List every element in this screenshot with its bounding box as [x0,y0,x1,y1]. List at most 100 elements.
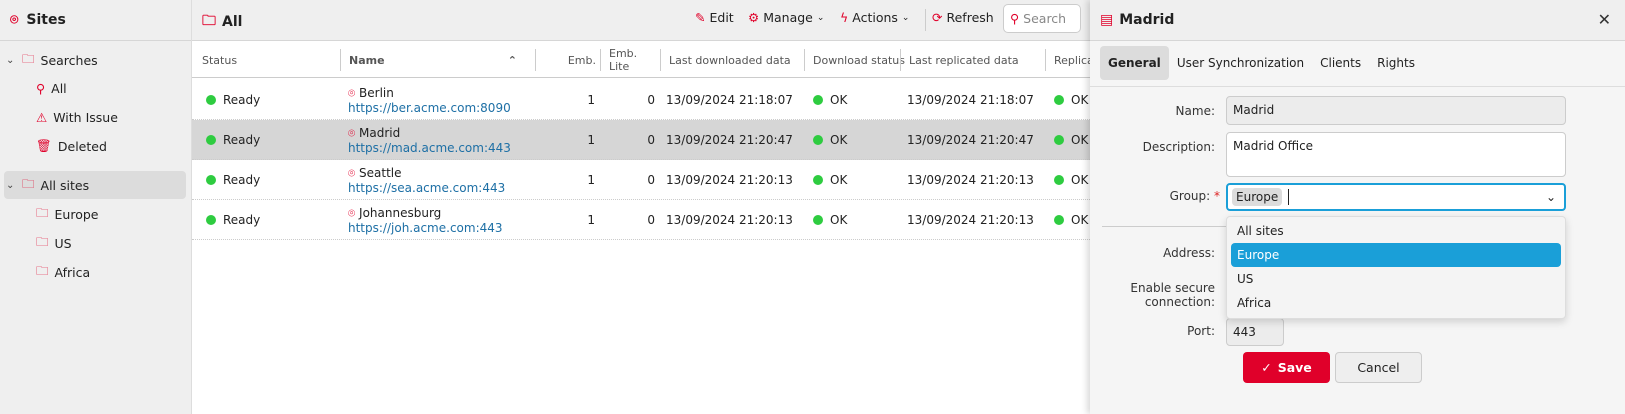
chevron-down-icon[interactable]: ⌄ [6,54,15,66]
download-status-text: OK [830,213,848,227]
site-url-link[interactable]: https://sea.acme.com:443 [348,180,506,195]
dropdown-option-us[interactable]: US [1237,272,1254,286]
status-text: Ready [223,173,261,187]
table-row[interactable]: Ready ⌾ Johannesburg https://joh.acme.co… [192,200,1090,240]
server-icon: ▤ [1100,12,1114,28]
folder-icon: 🗀 [202,13,216,29]
emb-cell: 1 [587,133,595,147]
last-downloaded-cell: 13/09/2024 21:20:13 [666,173,793,187]
tab-user-synchronization[interactable]: User Synchronization [1176,56,1305,70]
tab-rights[interactable]: Rights [1377,56,1415,70]
actions-label: Actions [852,10,898,25]
address-label: Address: [1163,246,1215,260]
tree-label: All [51,80,67,96]
status-cell: Ready [206,80,260,120]
dropdown-option-africa[interactable]: Africa [1237,296,1272,310]
column-header-emb-lite[interactable]: Emb. Lite [600,47,660,73]
tab-general[interactable]: General [1100,46,1169,80]
panel-header: ▤ Madrid [1090,0,1625,41]
download-status-text: OK [830,133,848,147]
replication-status-cell: OK [1054,160,1088,200]
manage-label: Manage [763,10,813,25]
site-name: Johannesburg [359,205,442,220]
search-input[interactable]: ⚲ Search [1003,4,1081,33]
sort-ascending-icon: ⌃ [507,53,517,67]
required-marker: * [1214,189,1220,203]
table-row[interactable]: Ready ⌾ Berlin https://ber.acme.com:8090… [192,80,1090,120]
tree-group-europe[interactable]: 🗀 Europe [36,200,98,228]
manage-menu[interactable]: ⚙ Manage ⌄ [748,10,824,25]
panel-tabs: General User Synchronization Clients Rig… [1100,46,1423,80]
tab-clients[interactable]: Clients [1320,56,1362,70]
folder-icon: 🗀 [36,204,49,220]
column-header-emb[interactable]: Emb. [535,49,600,71]
name-field[interactable]: Madrid [1226,96,1566,125]
actions-menu[interactable]: ϟ Actions ⌄ [840,10,909,25]
table-row[interactable]: Ready ⌾ Madrid https://mad.acme.com:443 … [192,120,1090,160]
chevron-down-icon[interactable]: ⌄ [6,179,15,191]
group-label: Group: * [1170,189,1220,203]
main-toolbar: 🗀 All ✎ Edit ⚙ Manage ⌄ ϟ Actions ⌄ ⟳ Refresh ⚲… [192,0,1090,41]
gear-icon: ⚙ [748,10,760,25]
tree-label: All sites [40,177,90,193]
save-button[interactable]: ✓ Save [1243,352,1330,383]
toolbar-divider [925,9,926,31]
replication-status-text: OK [1071,133,1089,147]
folder-icon: 🗀 [36,262,49,278]
status-dot-icon [206,215,216,225]
tree-search-deleted[interactable]: 🗑 Deleted [36,132,107,160]
site-url-link[interactable]: https://mad.acme.com:443 [348,140,511,155]
name-label: Name: [1175,104,1215,118]
site-name: Berlin [359,85,394,100]
status-dot-icon [813,95,823,105]
tree-searches-label: Searches [40,52,98,68]
sidebar: ⌾ Sites ⌄ 🗀 Searches ⚲ All ⚠ With Issue 🗑 D… [0,0,192,414]
edit-button[interactable]: ✎ Edit [695,10,734,25]
emb-lite-cell: 0 [647,133,655,147]
map-pin-icon: ⌾ [348,165,356,180]
chevron-down-icon[interactable]: ⌄ [1545,190,1556,204]
last-replicated-cell: 13/09/2024 21:20:47 [907,133,1034,147]
tree-search-all[interactable]: ⚲ All [36,74,67,102]
tree-group-africa[interactable]: 🗀 Africa [36,258,90,286]
status-dot-icon [1054,95,1064,105]
tree-all-sites[interactable]: ⌄ 🗀 All sites [4,171,186,199]
group-chip[interactable]: Europe [1232,188,1283,206]
name-cell: ⌾ Madrid https://mad.acme.com:443 [348,120,511,160]
dropdown-option-all-sites[interactable]: All sites [1237,224,1284,238]
column-header-last-replicated[interactable]: Last replicated data [900,49,1019,71]
page-title-text: All [222,14,243,30]
port-field[interactable]: 443 [1226,318,1284,346]
status-dot-icon [813,175,823,185]
download-status-text: OK [830,173,848,187]
site-url-link[interactable]: https://joh.acme.com:443 [348,220,503,235]
check-icon: ✓ [1261,360,1272,375]
tree-label: Europe [54,206,99,222]
dropdown-option-europe[interactable]: Europe [1231,243,1561,267]
refresh-button[interactable]: ⟳ Refresh [932,10,994,25]
download-status-cell: OK [813,120,847,160]
name-cell: ⌾ Johannesburg https://joh.acme.com:443 [348,200,503,240]
tree-group-us[interactable]: 🗀 US [36,229,72,257]
group-select[interactable]: Europe ⌄ [1226,183,1566,211]
column-header-name[interactable]: Name ⌃ [340,49,527,71]
close-icon[interactable]: ✕ [1597,10,1611,29]
site-url-link[interactable]: https://ber.acme.com:8090 [348,100,511,115]
column-header-last-downloaded[interactable]: Last downloaded data [660,49,791,71]
column-header-status[interactable]: Status [202,53,238,67]
status-dot-icon [206,175,216,185]
tree-searches[interactable]: ⌄ 🗀 Searches [6,46,98,74]
download-status-cell: OK [813,160,847,200]
status-cell: Ready [206,120,260,160]
status-dot-icon [813,135,823,145]
description-field[interactable]: Madrid Office [1226,132,1566,177]
cancel-button[interactable]: Cancel [1335,352,1422,383]
column-header-download-status[interactable]: Download status [804,49,905,71]
tree-search-with-issue[interactable]: ⚠ With Issue [36,103,118,131]
table-row[interactable]: Ready ⌾ Seattle https://sea.acme.com:443… [192,160,1090,200]
emb-lite-cell: 0 [647,93,655,107]
map-pin-icon: ⌾ [348,125,356,140]
column-header-replication[interactable]: Replicat [1045,49,1098,71]
last-replicated-cell: 13/09/2024 21:20:13 [907,173,1034,187]
status-dot-icon [1054,135,1064,145]
